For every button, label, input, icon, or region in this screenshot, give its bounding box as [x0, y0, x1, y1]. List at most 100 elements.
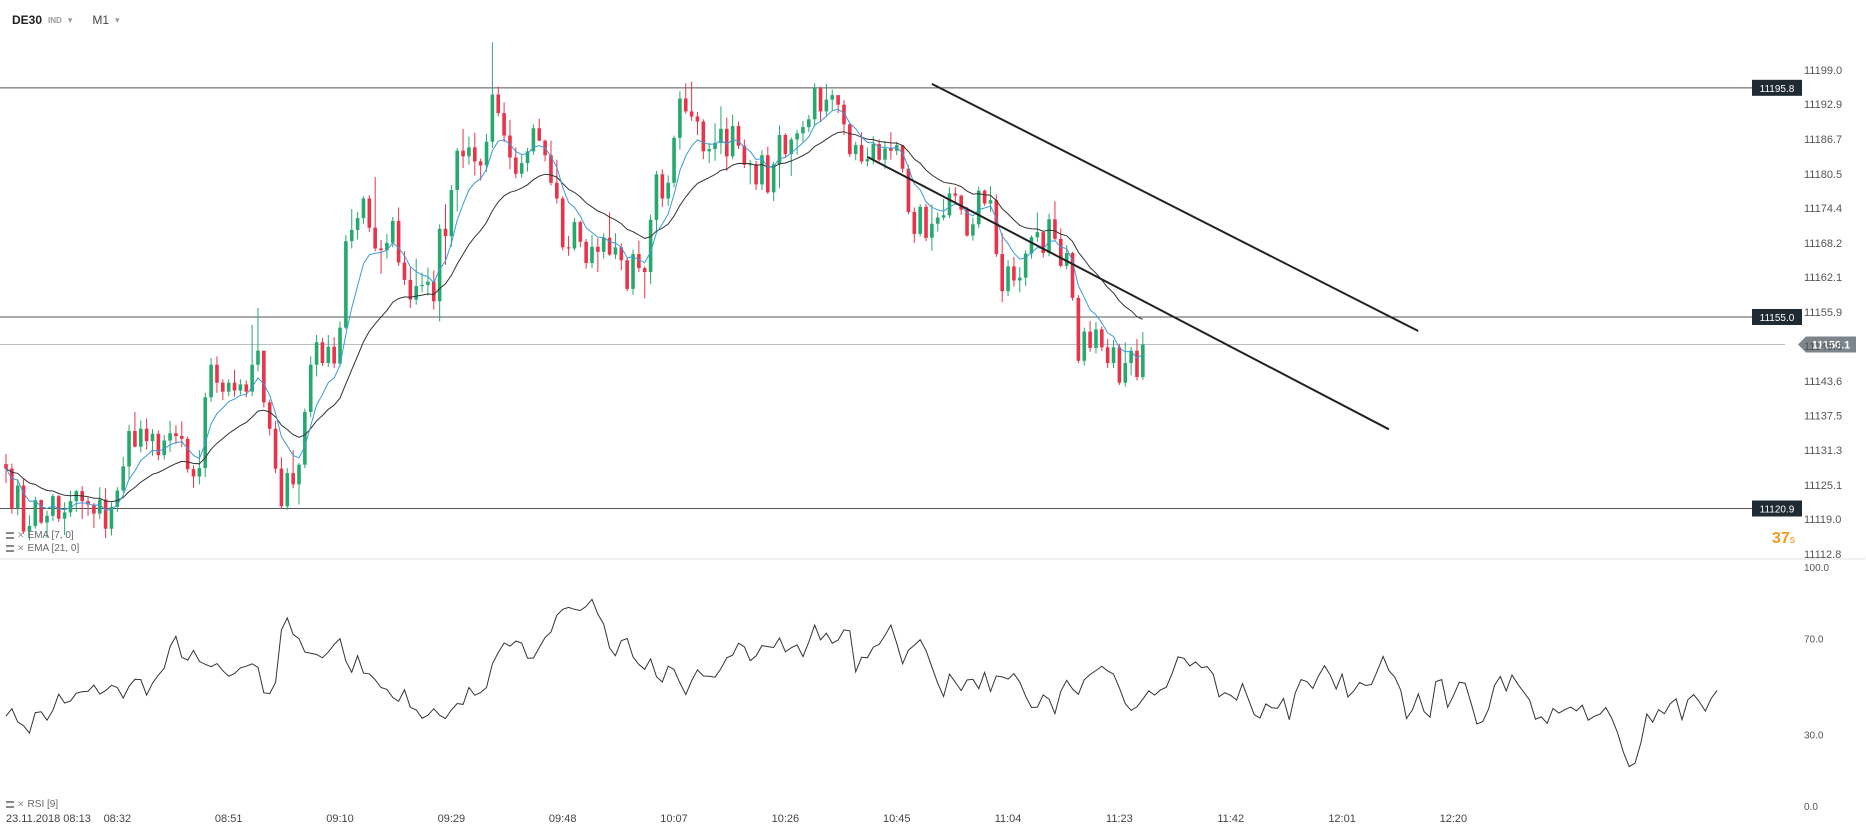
candle-body: [777, 135, 782, 165]
symbol-dropdown-chevron-icon[interactable]: ▾: [67, 14, 73, 25]
candle-body: [924, 206, 928, 238]
menu-icon[interactable]: [6, 801, 14, 808]
level-label-bg: [1752, 79, 1802, 96]
candle-body: [1000, 254, 1004, 292]
legend-ema-fast[interactable]: ✕ EMA [7, 0]: [6, 530, 74, 541]
candle-body: [1012, 266, 1016, 281]
candle-body: [1094, 329, 1098, 348]
price-tick-label: 11162.1: [1804, 272, 1842, 284]
candle-body: [748, 164, 753, 166]
candle-body: [918, 206, 922, 234]
candle-body: [508, 135, 512, 158]
time-tick-label: 11:42: [1217, 813, 1244, 825]
candle-body: [185, 438, 190, 470]
candle-body: [443, 228, 448, 237]
candle-body: [373, 227, 377, 249]
legend-ema-fast-label: EMA [7, 0]: [27, 530, 74, 541]
level-label: 11195.8: [1760, 84, 1795, 95]
candle-body: [859, 145, 864, 162]
ema-slow-line: [5, 131, 1144, 503]
candle-body: [830, 95, 835, 100]
legend-ema-slow-label: EMA [21, 0]: [27, 543, 80, 554]
legend-ema-slow[interactable]: ✕ EMA [21, 0]: [6, 543, 79, 554]
candle-body: [1041, 232, 1046, 253]
candle-body: [871, 143, 876, 160]
price-tick-label: 11168.2: [1804, 238, 1842, 250]
candle-body: [853, 145, 858, 155]
candle-body: [801, 127, 805, 134]
candle-body: [332, 346, 336, 364]
candle-body: [27, 525, 32, 532]
candle-body: [467, 147, 471, 157]
candle-body: [291, 473, 295, 485]
menu-icon[interactable]: [6, 532, 14, 539]
candle-body: [1100, 329, 1104, 348]
candle-body: [250, 364, 254, 392]
ema-fast-line: [5, 108, 1144, 511]
candle-body: [648, 219, 653, 273]
candle-body: [379, 248, 383, 251]
close-icon[interactable]: ✕: [17, 543, 25, 553]
candle-body: [478, 161, 483, 166]
trend-line: [931, 82, 1419, 332]
time-tick-label: 09:48: [549, 813, 577, 825]
price-tick-label: 11180.5: [1804, 169, 1842, 181]
candle-body: [279, 468, 284, 507]
candle-body: [1059, 238, 1063, 266]
candle-body: [537, 128, 542, 141]
timeframe-dropdown-chevron-icon[interactable]: ▾: [115, 14, 120, 25]
timeframe-label[interactable]: M1: [92, 13, 110, 27]
candle-body: [666, 182, 670, 199]
time-tick-label: 23.11.2018 08:13: [6, 813, 91, 825]
candle-body: [1070, 252, 1075, 298]
candle-body: [982, 190, 987, 204]
candle-body: [33, 500, 38, 526]
countdown-unit: s: [1789, 534, 1796, 546]
candle-body: [590, 246, 594, 264]
candle-body: [344, 241, 348, 328]
candle-body: [390, 220, 395, 243]
current-price-label: 11150.1: [1812, 340, 1851, 352]
level-label-bg: [1752, 308, 1802, 325]
candle-body: [262, 350, 266, 403]
candle-body: [549, 155, 553, 183]
candle-body: [1129, 350, 1133, 364]
close-icon[interactable]: ✕: [17, 799, 25, 809]
time-tick-label: 08:32: [104, 813, 132, 825]
close-icon[interactable]: ✕: [17, 530, 25, 540]
candle-body: [97, 499, 102, 514]
candle-body: [62, 512, 67, 519]
candle-body: [771, 164, 776, 193]
candle-body: [162, 440, 167, 456]
candle-body: [1117, 347, 1122, 383]
candle-body: [959, 195, 963, 210]
current-price-badge: [1798, 336, 1856, 353]
candle-body: [601, 237, 606, 252]
candle-body: [420, 284, 424, 287]
candle-body: [297, 464, 301, 485]
candle-body: [197, 468, 202, 477]
candle-body: [314, 342, 319, 365]
menu-icon[interactable]: [6, 545, 14, 552]
candle-body: [1064, 252, 1069, 266]
candle-body: [431, 281, 436, 302]
candle-body: [21, 485, 26, 532]
candle-body: [238, 384, 243, 391]
candle-body: [1076, 297, 1081, 361]
time-tick-label: 09:10: [326, 813, 354, 825]
candle-body: [883, 148, 887, 160]
candle-body: [683, 98, 688, 112]
candle-body: [865, 159, 870, 162]
candle-body: [45, 515, 49, 523]
candle-body: [912, 211, 917, 234]
trend-line: [866, 156, 1390, 431]
candle-body: [631, 254, 635, 289]
candle-body: [385, 242, 389, 251]
symbol-label[interactable]: DE30: [12, 13, 43, 27]
price-tick-label: 11186.7: [1804, 134, 1842, 146]
level-label: 11155.0: [1760, 313, 1795, 324]
legend-rsi[interactable]: ✕ RSI [9]: [6, 799, 58, 810]
candle-body: [724, 128, 729, 157]
candle-body: [695, 116, 700, 122]
